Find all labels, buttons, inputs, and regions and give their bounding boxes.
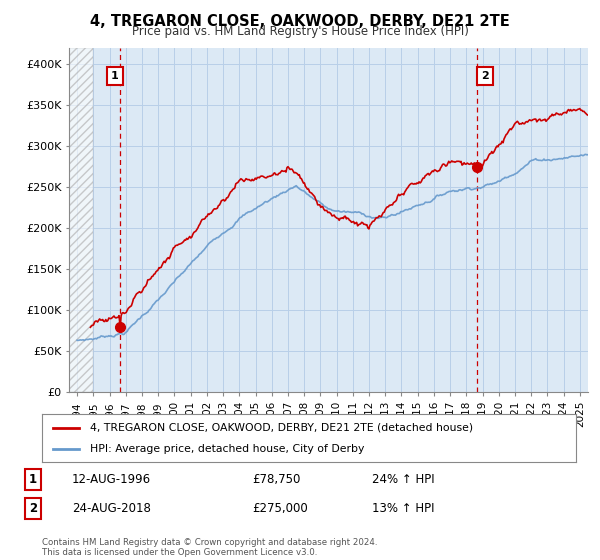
Text: 24% ↑ HPI: 24% ↑ HPI bbox=[372, 473, 434, 486]
Text: 2: 2 bbox=[29, 502, 37, 515]
Text: 4, TREGARON CLOSE, OAKWOOD, DERBY, DE21 2TE (detached house): 4, TREGARON CLOSE, OAKWOOD, DERBY, DE21 … bbox=[90, 423, 473, 433]
Text: 13% ↑ HPI: 13% ↑ HPI bbox=[372, 502, 434, 515]
Text: 1: 1 bbox=[111, 71, 119, 81]
Text: HPI: Average price, detached house, City of Derby: HPI: Average price, detached house, City… bbox=[90, 444, 364, 454]
Text: Contains HM Land Registry data © Crown copyright and database right 2024.
This d: Contains HM Land Registry data © Crown c… bbox=[42, 538, 377, 557]
Text: Price paid vs. HM Land Registry's House Price Index (HPI): Price paid vs. HM Land Registry's House … bbox=[131, 25, 469, 38]
Text: 12-AUG-1996: 12-AUG-1996 bbox=[72, 473, 151, 486]
Text: 2: 2 bbox=[481, 71, 489, 81]
Text: £275,000: £275,000 bbox=[252, 502, 308, 515]
Text: 24-AUG-2018: 24-AUG-2018 bbox=[72, 502, 151, 515]
Text: 1: 1 bbox=[29, 473, 37, 486]
Text: 4, TREGARON CLOSE, OAKWOOD, DERBY, DE21 2TE: 4, TREGARON CLOSE, OAKWOOD, DERBY, DE21 … bbox=[90, 14, 510, 29]
Text: £78,750: £78,750 bbox=[252, 473, 301, 486]
